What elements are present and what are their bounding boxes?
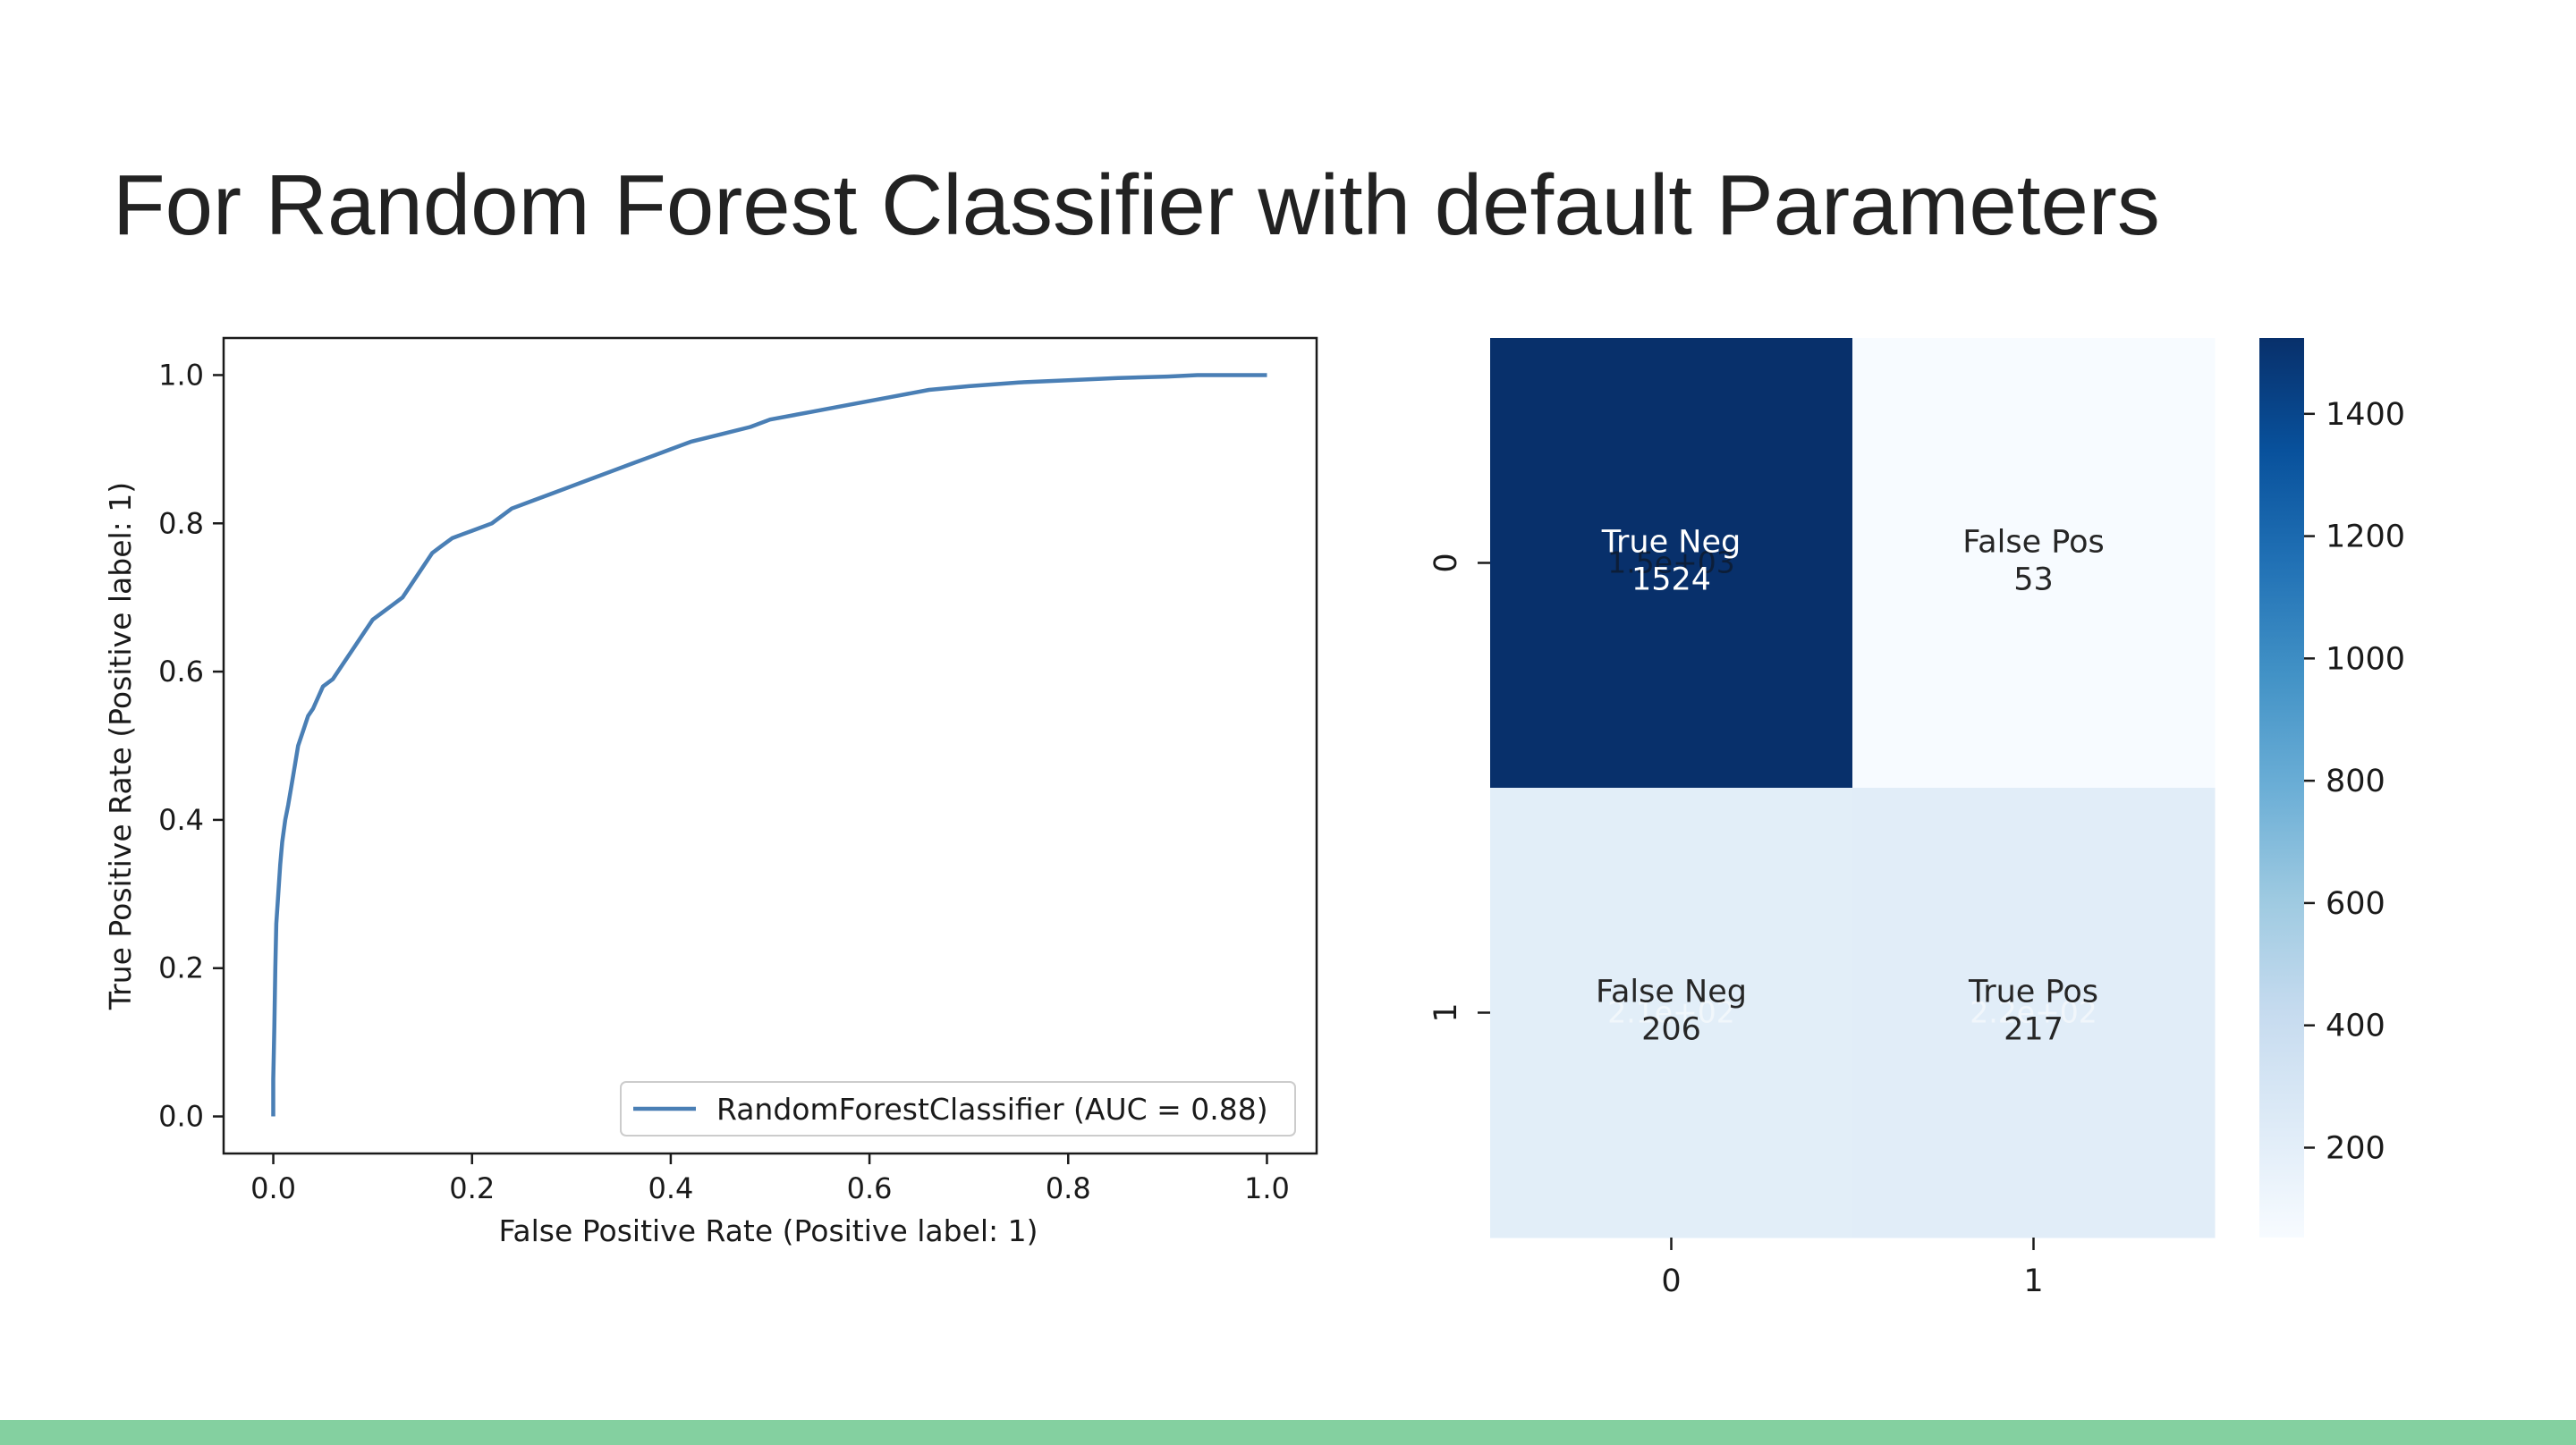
colorbar-tick-label: 400	[2326, 1009, 2385, 1044]
roc-y-tick-label: 1.0	[158, 358, 204, 392]
colorbar	[2259, 338, 2304, 1238]
heatmap-cell	[1852, 338, 2216, 789]
heatmap-cell-value: 1524	[1631, 562, 1711, 598]
colorbar-tick-label: 800	[2326, 764, 2385, 799]
slide-title: For Random Forest Classifier with defaul…	[113, 157, 2160, 253]
heatmap-cell-label: True Pos	[1968, 975, 2098, 1010]
heatmap-cell-shadow-value: 2.1e+02	[1607, 995, 1734, 1030]
bottom-accent-bar	[0, 1420, 2576, 1445]
heatmap-cell-label: True Neg	[1601, 525, 1741, 561]
heatmap-cell-value: 53	[2013, 562, 2054, 598]
colorbar-tick-label: 1400	[2326, 397, 2405, 433]
roc-x-tick-label: 0.0	[250, 1171, 296, 1205]
colorbar-tick-label: 200	[2326, 1130, 2385, 1166]
heatmap-cell-label: False Neg	[1596, 975, 1747, 1010]
roc-y-axis-label: True Positive Rate (Positive label: 1)	[103, 482, 138, 1010]
roc-series-line	[271, 373, 1267, 1117]
roc-curve-chart: 0.0 0.2 0.4 0.6 0.8 1.0 0.0 0.2 0.4 0.6 0.8 1.0 Fals…	[103, 336, 1318, 1248]
heatmap-cell-value: 217	[2004, 1012, 2063, 1048]
heatmap-cell-shadow-value: 1.5e+03	[1607, 545, 1734, 580]
roc-y-tick-label: 0.0	[158, 1100, 204, 1134]
roc-legend-label: RandomForestClassifier (AUC = 0.88)	[716, 1092, 1268, 1127]
roc-x-axis-label: False Positive Rate (Positive label: 1)	[498, 1213, 1038, 1248]
heatmap-cell	[1490, 338, 1853, 789]
colorbar-tick-label: 1000	[2326, 641, 2405, 677]
heatmap-cell-value: 206	[1641, 1012, 1701, 1048]
roc-x-tick-label: 1.0	[1244, 1171, 1290, 1205]
roc-y-tick-label: 0.4	[158, 803, 204, 837]
roc-legend-box	[620, 1081, 1296, 1137]
heatmap-y-tick-label: 1	[1428, 1002, 1464, 1022]
roc-plot-frame	[222, 336, 1318, 1155]
heatmap-x-tick-label: 0	[1661, 1263, 1681, 1299]
colorbar-tick-label: 1200	[2326, 520, 2405, 555]
heatmap-cell-shadow-value: 2.2e+02	[1970, 995, 2097, 1030]
roc-x-tick-label: 0.4	[648, 1171, 693, 1205]
heatmap-y-tick-label: 0	[1428, 553, 1464, 572]
roc-y-tick-label: 0.6	[158, 655, 204, 689]
colorbar-tick-label: 600	[2326, 886, 2385, 922]
heatmap-x-tick-label: 1	[2023, 1263, 2043, 1299]
roc-y-tick-label: 0.2	[158, 951, 204, 985]
roc-y-tick-label: 0.8	[158, 506, 204, 540]
heatmap-cell-label: False Pos	[1962, 525, 2105, 561]
roc-legend: RandomForestClassifier (AUC = 0.88)	[620, 1081, 1296, 1137]
heatmap-cell	[1490, 788, 1853, 1238]
roc-x-tick-label: 0.8	[1046, 1171, 1091, 1205]
heatmap-cell	[1852, 788, 2216, 1238]
roc-x-tick-label: 0.6	[847, 1171, 893, 1205]
roc-x-tick-label: 0.2	[449, 1171, 495, 1205]
